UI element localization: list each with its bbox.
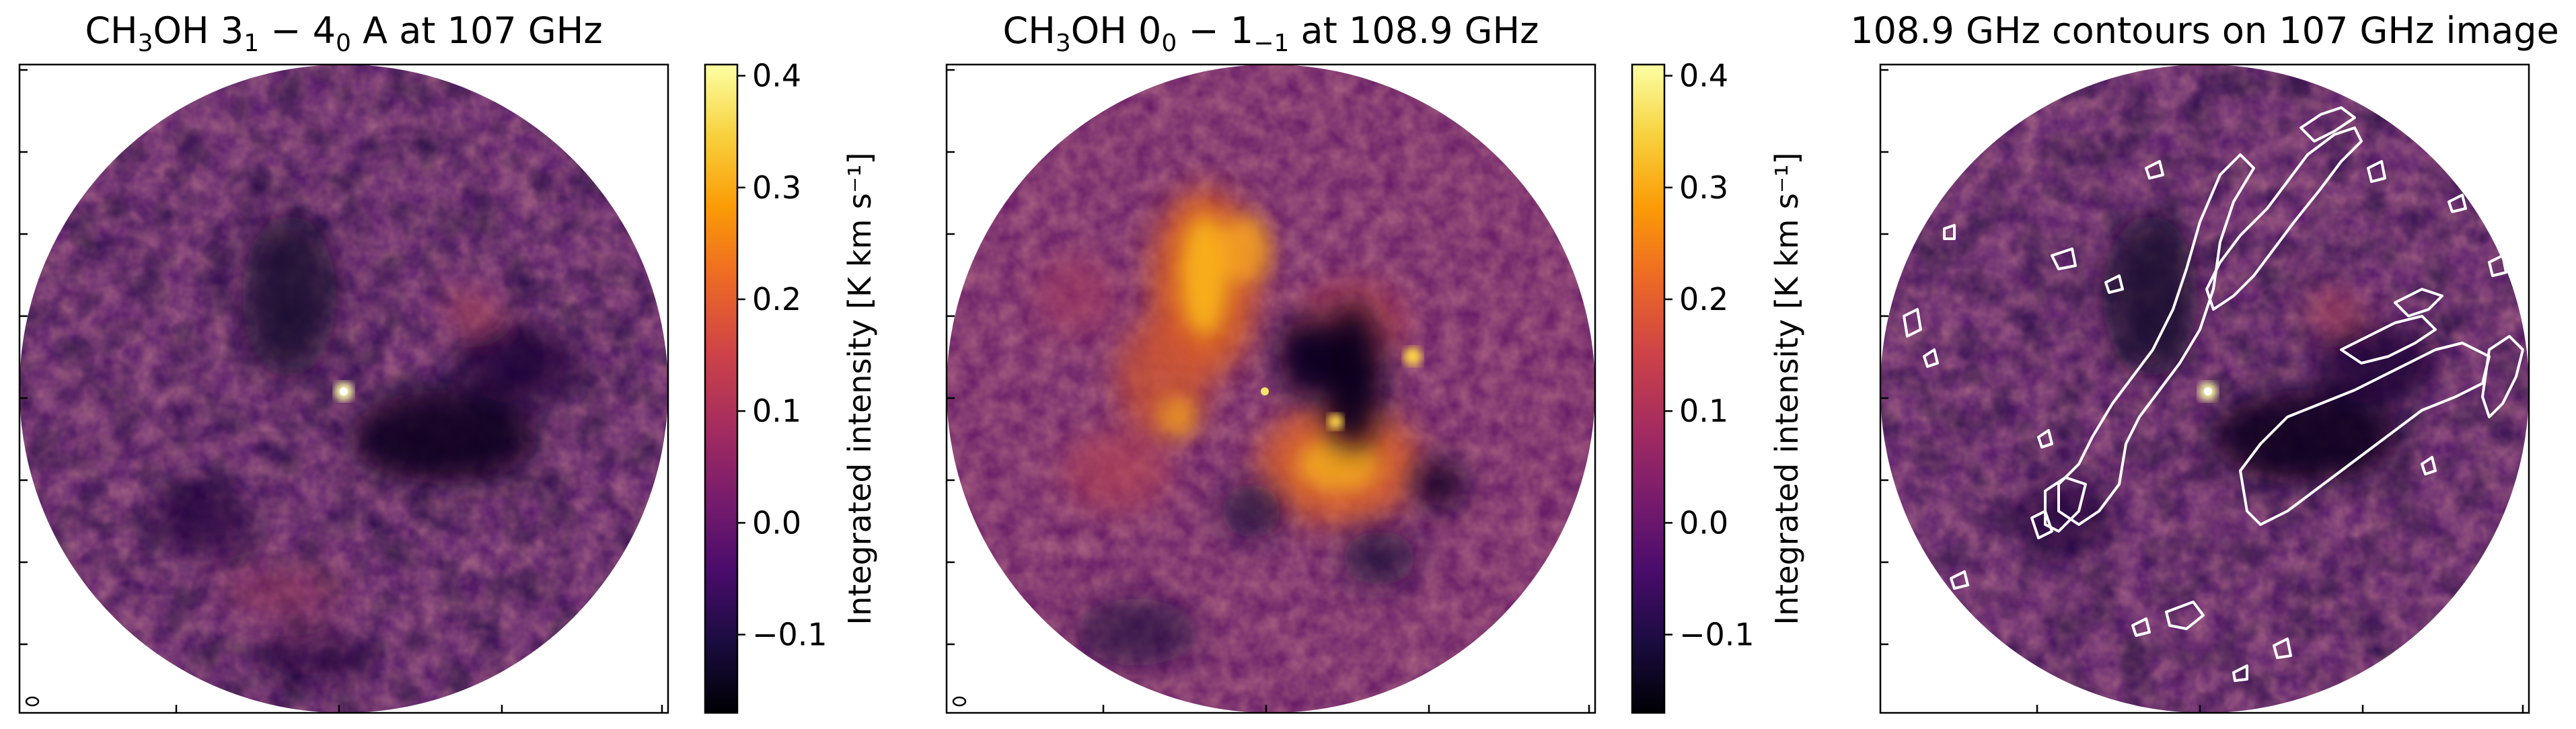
colorbar-1-tick-label: −0.1 bbox=[752, 617, 827, 653]
panel-1-ticks bbox=[20, 69, 663, 713]
panel-2-image bbox=[947, 65, 1595, 713]
panel-3: 108.9 GHz contours on 107 GHz image bbox=[1850, 9, 2559, 714]
colorbar-2-tick-label: 0.2 bbox=[1679, 281, 1728, 317]
colorbar-1-tick-label: 0.4 bbox=[752, 58, 801, 94]
colorbar-1-label: Integrated intensity [K km s⁻¹] bbox=[842, 152, 878, 625]
colorbar-2-tick-label: 0.1 bbox=[1679, 393, 1728, 429]
panel-2-title: CH3OH 00 − 1−1 at 108.9 GHz bbox=[1003, 9, 1539, 57]
panel-3-frame bbox=[1879, 63, 2530, 714]
colorbar-2-tick-label: 0.3 bbox=[1679, 169, 1728, 206]
panel-2: CH3OH 00 − 1−1 at 108.9 GHz bbox=[945, 9, 1805, 714]
colorbar-1: −0.1 0.0 0.1 0.2 0.3 0.4 Integrated intensity… bbox=[704, 58, 878, 714]
panel-1-title: CH3OH 31 − 40 A at 107 GHz bbox=[85, 9, 602, 57]
panel-1: CH3OH 31 − 40 A at 107 GHz bbox=[18, 9, 878, 714]
colorbar-1-ticks: −0.1 0.0 0.1 0.2 0.3 0.4 bbox=[737, 58, 827, 653]
colorbar-1-gradient bbox=[704, 63, 739, 714]
panel-1-beam bbox=[25, 696, 40, 707]
colorbar-1-tick-label: 0.0 bbox=[752, 504, 801, 541]
colorbar-2-label: Integrated intensity [K km s⁻¹] bbox=[1769, 152, 1805, 625]
panel-1-image bbox=[20, 65, 668, 713]
colorbar-2-ticks: −0.1 0.0 0.1 0.2 0.3 0.4 bbox=[1664, 58, 1755, 653]
colorbar-1-tick-label: 0.3 bbox=[752, 169, 801, 206]
colorbar-2-tick-label: −0.1 bbox=[1679, 617, 1755, 653]
colorbar-2-tick-label: 0.0 bbox=[1679, 504, 1728, 541]
colorbar-2-tick-label: 0.4 bbox=[1679, 58, 1728, 94]
panel-1-frame bbox=[18, 63, 669, 714]
colorbar-2: −0.1 0.0 0.1 0.2 0.3 0.4 Integrated intensity… bbox=[1631, 58, 1805, 714]
panel-2-ticks bbox=[947, 69, 1590, 713]
panel-2-frame bbox=[945, 63, 1596, 714]
colorbar-1-tick-label: 0.2 bbox=[752, 281, 801, 317]
colorbar-1-tick-label: 0.1 bbox=[752, 393, 801, 429]
contour-overlay bbox=[1903, 106, 2524, 682]
colorbar-2-gradient bbox=[1631, 63, 1666, 714]
panel-3-image bbox=[1880, 65, 2529, 713]
panel-2-beam bbox=[952, 696, 967, 707]
panel-3-title: 108.9 GHz contours on 107 GHz image bbox=[1850, 9, 2559, 52]
panel-3-ticks bbox=[1880, 69, 2524, 713]
